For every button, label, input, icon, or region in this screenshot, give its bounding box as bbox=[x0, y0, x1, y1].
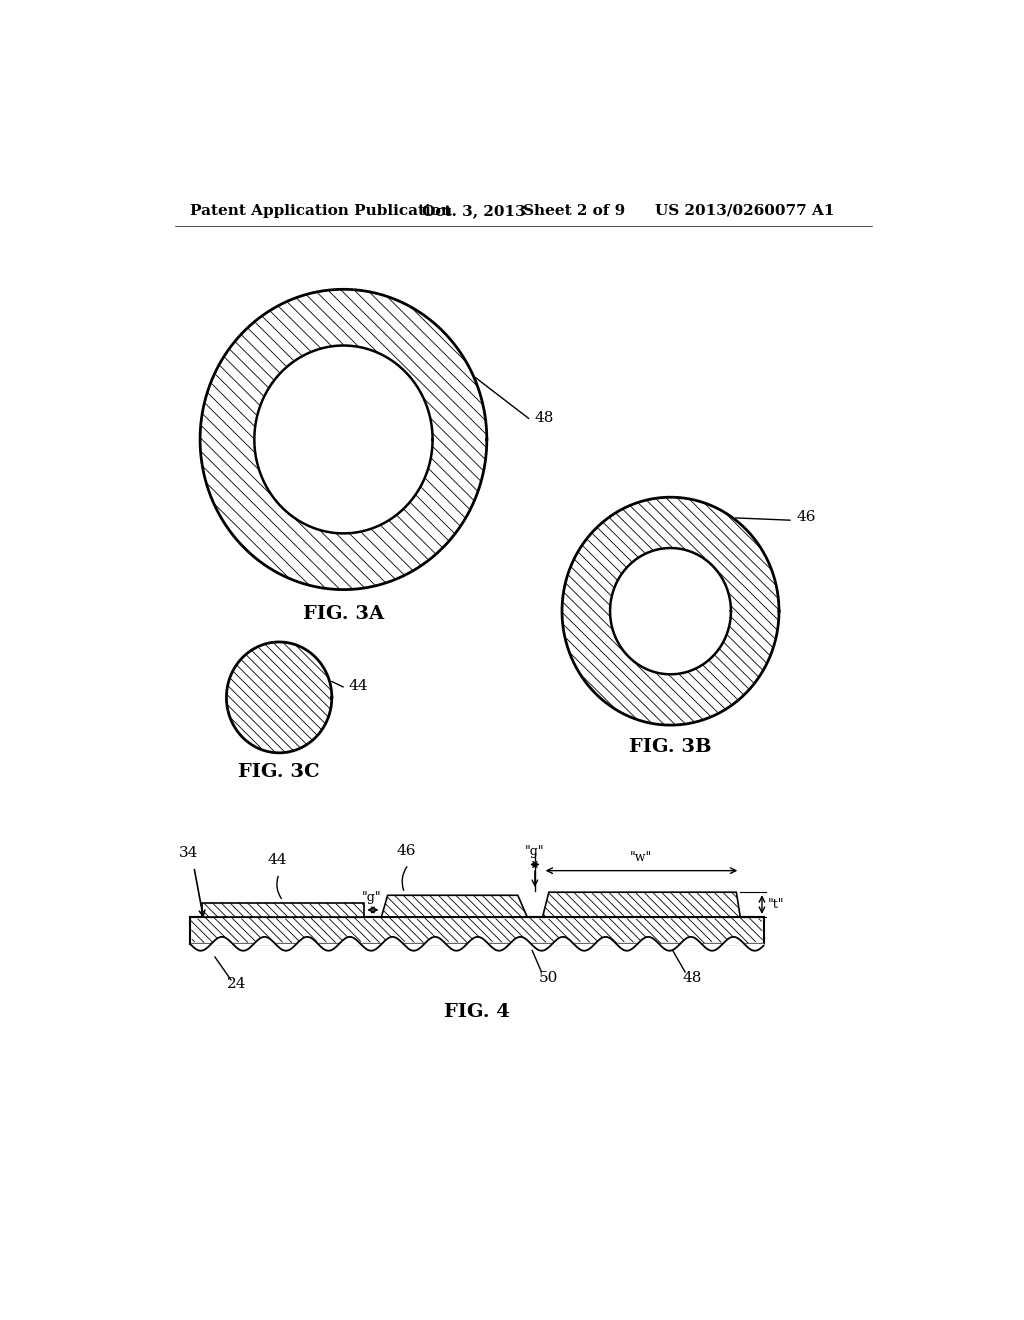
Text: "t": "t" bbox=[767, 898, 784, 911]
Text: 46: 46 bbox=[796, 511, 815, 524]
Text: Oct. 3, 2013: Oct. 3, 2013 bbox=[423, 203, 526, 218]
Polygon shape bbox=[190, 917, 764, 944]
Polygon shape bbox=[200, 289, 486, 590]
Text: "w": "w" bbox=[630, 850, 652, 863]
Text: 44: 44 bbox=[349, 678, 369, 693]
Text: 44: 44 bbox=[267, 854, 287, 867]
Polygon shape bbox=[610, 548, 731, 675]
Polygon shape bbox=[202, 903, 365, 917]
Polygon shape bbox=[381, 895, 527, 917]
Text: 48: 48 bbox=[683, 972, 702, 985]
Text: "g": "g" bbox=[525, 845, 545, 858]
Polygon shape bbox=[226, 642, 332, 752]
Text: Sheet 2 of 9: Sheet 2 of 9 bbox=[523, 203, 626, 218]
Text: FIG. 3C: FIG. 3C bbox=[239, 763, 319, 781]
Text: FIG. 3B: FIG. 3B bbox=[629, 738, 712, 756]
Polygon shape bbox=[543, 892, 740, 917]
Text: 50: 50 bbox=[539, 972, 558, 985]
Text: FIG. 4: FIG. 4 bbox=[443, 1003, 510, 1020]
Text: US 2013/0260077 A1: US 2013/0260077 A1 bbox=[655, 203, 835, 218]
Text: 34: 34 bbox=[178, 846, 198, 859]
Text: 46: 46 bbox=[397, 845, 417, 858]
Polygon shape bbox=[254, 346, 432, 533]
Polygon shape bbox=[562, 498, 779, 725]
Text: 24: 24 bbox=[227, 977, 247, 991]
Text: "g": "g" bbox=[361, 891, 381, 904]
Text: Patent Application Publication: Patent Application Publication bbox=[190, 203, 452, 218]
Text: 48: 48 bbox=[535, 411, 554, 425]
Text: FIG. 3A: FIG. 3A bbox=[303, 605, 384, 623]
